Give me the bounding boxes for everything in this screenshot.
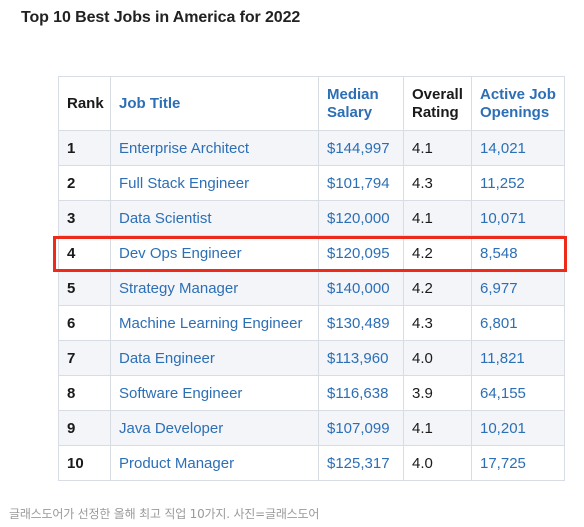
cell-rank: 3 [58,200,111,236]
jobs-table-container: Rank Job Title Median Salary Overall Rat… [58,76,565,481]
cell-rank: 7 [58,340,111,376]
cell-overall-rating: 4.1 [403,200,472,236]
table-body: 1 Enterprise Architect $144,997 4.1 14,021 2 F… [58,130,565,481]
cell-overall-rating: 4.1 [403,410,472,446]
cell-median-salary[interactable]: $140,000 [318,270,404,306]
cell-overall-rating: 4.3 [403,305,472,341]
cell-job-title[interactable]: Machine Learning Engineer [110,305,319,341]
table-row: 2 Full Stack Engineer $101,794 4.3 11,252 [58,165,565,201]
cell-overall-rating: 4.3 [403,165,472,201]
cell-active-openings[interactable]: 17,725 [471,445,565,481]
cell-active-openings[interactable]: 10,071 [471,200,565,236]
header-job-title[interactable]: Job Title [110,76,319,131]
cell-job-title[interactable]: Software Engineer [110,375,319,411]
cell-overall-rating: 4.2 [403,235,472,271]
photo-caption: 글래스도어가 선정한 올해 최고 직업 10가지. 사진=글래스도어 [9,507,320,521]
table-row: 9 Java Developer $107,099 4.1 10,201 [58,410,565,446]
jobs-table: Rank Job Title Median Salary Overall Rat… [58,76,565,481]
cell-overall-rating: 4.1 [403,130,472,166]
cell-active-openings[interactable]: 14,021 [471,130,565,166]
cell-job-title[interactable]: Data Scientist [110,200,319,236]
cell-rank: 4 [58,235,111,271]
cell-median-salary[interactable]: $101,794 [318,165,404,201]
table-row: 3 Data Scientist $120,000 4.1 10,071 [58,200,565,236]
table-row: 10 Product Manager $125,317 4.0 17,725 [58,445,565,481]
cell-active-openings[interactable]: 10,201 [471,410,565,446]
cell-median-salary[interactable]: $116,638 [318,375,404,411]
cell-overall-rating: 4.0 [403,340,472,376]
cell-median-salary[interactable]: $144,997 [318,130,404,166]
cell-job-title[interactable]: Enterprise Architect [110,130,319,166]
cell-job-title[interactable]: Full Stack Engineer [110,165,319,201]
table-row: 1 Enterprise Architect $144,997 4.1 14,021 [58,130,565,166]
cell-active-openings[interactable]: 64,155 [471,375,565,411]
table-row: 6 Machine Learning Engineer $130,489 4.3 6,8… [58,305,565,341]
cell-active-openings[interactable]: 6,801 [471,305,565,341]
cell-overall-rating: 4.2 [403,270,472,306]
table-row: 4 Dev Ops Engineer $120,095 4.2 8,548 [58,235,565,271]
cell-job-title[interactable]: Dev Ops Engineer [110,235,319,271]
cell-job-title[interactable]: Product Manager [110,445,319,481]
cell-job-title[interactable]: Java Developer [110,410,319,446]
cell-job-title[interactable]: Data Engineer [110,340,319,376]
cell-median-salary[interactable]: $130,489 [318,305,404,341]
cell-active-openings[interactable]: 11,821 [471,340,565,376]
cell-active-openings[interactable]: 6,977 [471,270,565,306]
cell-job-title[interactable]: Strategy Manager [110,270,319,306]
table-row: 8 Software Engineer $116,638 3.9 64,155 [58,375,565,411]
cell-rank: 5 [58,270,111,306]
table-row: 7 Data Engineer $113,960 4.0 11,821 [58,340,565,376]
cell-median-salary[interactable]: $120,000 [318,200,404,236]
cell-rank: 6 [58,305,111,341]
header-active-job-openings[interactable]: Active Job Openings [471,76,565,131]
table-header-row: Rank Job Title Median Salary Overall Rat… [58,76,565,131]
cell-median-salary[interactable]: $120,095 [318,235,404,271]
cell-rank: 10 [58,445,111,481]
cell-rank: 8 [58,375,111,411]
cell-median-salary[interactable]: $125,317 [318,445,404,481]
cell-median-salary[interactable]: $113,960 [318,340,404,376]
table-row: 5 Strategy Manager $140,000 4.2 6,977 [58,270,565,306]
header-median-salary[interactable]: Median Salary [318,76,404,131]
cell-median-salary[interactable]: $107,099 [318,410,404,446]
cell-overall-rating: 3.9 [403,375,472,411]
cell-rank: 2 [58,165,111,201]
page-title: Top 10 Best Jobs in America for 2022 [21,9,301,26]
cell-rank: 1 [58,130,111,166]
header-rank: Rank [58,76,111,131]
cell-active-openings[interactable]: 8,548 [471,235,565,271]
header-overall-rating: Overall Rating [403,76,472,131]
cell-rank: 9 [58,410,111,446]
cell-overall-rating: 4.0 [403,445,472,481]
cell-active-openings[interactable]: 11,252 [471,165,565,201]
